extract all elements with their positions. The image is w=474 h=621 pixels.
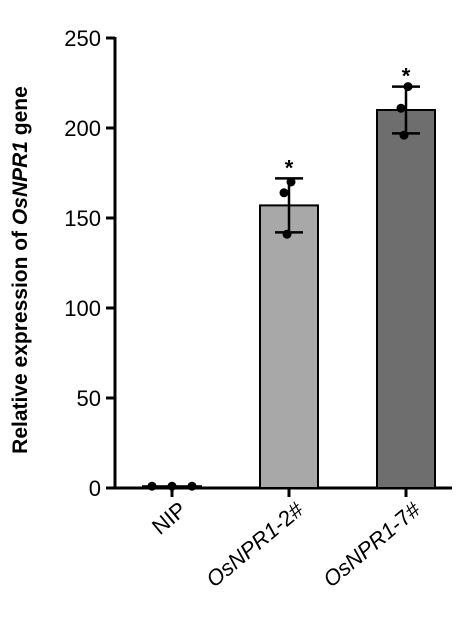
data-point: [147, 481, 157, 491]
y-tick-label: 100: [64, 296, 101, 321]
bar: [259, 204, 319, 489]
data-point: [403, 82, 413, 92]
data-point: [187, 481, 197, 491]
bar: [376, 109, 436, 489]
x-tick-label: OsNPR1-7#: [318, 496, 426, 592]
y-tick-label: 200: [64, 116, 101, 141]
x-tick-label-italic: OsNPR1: [201, 517, 284, 592]
y-tick-label: 250: [64, 26, 101, 51]
x-tick-label-plain: NIP: [147, 497, 191, 540]
data-point: [399, 130, 409, 140]
data-points: [147, 82, 413, 491]
y-tick-label: 50: [77, 386, 101, 411]
data-point: [286, 177, 296, 187]
y-axis-title: Relative expression of OsNPR1 gene: [9, 86, 32, 454]
y-axis-ticks: 0 50 100 150 200 250: [64, 26, 115, 501]
x-tick-label: OsNPR1-2#: [201, 496, 309, 592]
y-tick-label: 150: [64, 206, 101, 231]
significance-markers: **: [285, 64, 411, 181]
data-point: [279, 188, 289, 198]
significance-marker: *: [402, 64, 411, 89]
x-tick-label-italic: OsNPR1: [318, 517, 401, 592]
x-axis-labels: NIP OsNPR1-2#OsNPR1-7#: [147, 488, 426, 592]
data-point: [282, 229, 292, 239]
significance-marker: *: [285, 155, 294, 180]
y-axis-title-part: gene: [9, 86, 32, 141]
data-point: [396, 103, 406, 113]
y-tick-label: 0: [89, 476, 101, 501]
data-point: [167, 481, 177, 491]
y-axis-title-part: Relative expression of: [9, 225, 32, 454]
x-tick-label: NIP: [147, 497, 191, 540]
y-axis-title-part: OsNPR1: [9, 141, 32, 225]
